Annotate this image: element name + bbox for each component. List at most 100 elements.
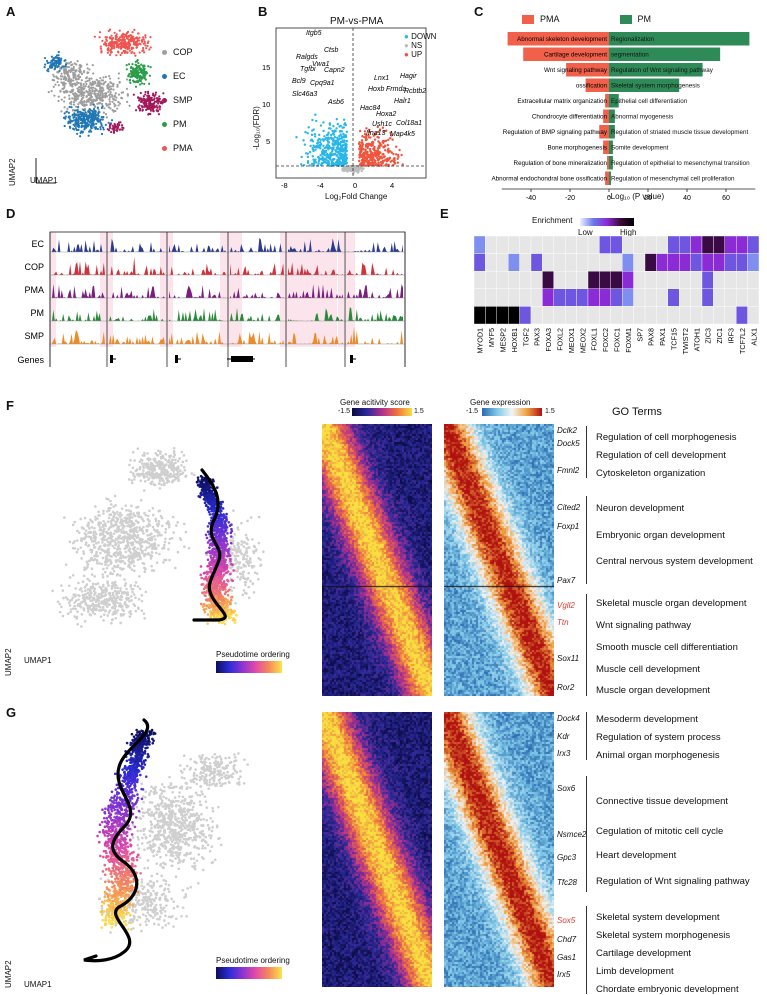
umap-cell (64, 82, 67, 85)
umap-cell (90, 550, 93, 554)
umap-cell (176, 469, 179, 472)
umap-cell (135, 69, 138, 72)
umap-cell (64, 563, 68, 566)
umap-cell (162, 465, 166, 469)
volcano-point-down (345, 139, 348, 143)
umap-cell (132, 512, 135, 515)
heatmap-column-label: ATOH1 (692, 328, 701, 351)
volcano-point-up (368, 130, 371, 134)
umap-cell (109, 92, 112, 96)
umap-cell (81, 580, 85, 583)
umap-cell (86, 79, 89, 82)
umap-cell (166, 479, 169, 482)
umap-cell (74, 607, 77, 611)
volcano-point-down (304, 152, 308, 155)
umap-cell (154, 451, 158, 455)
umap-cell (108, 100, 112, 103)
umap-cell (127, 45, 130, 48)
umap-cell (119, 587, 122, 590)
umap-cell (64, 77, 67, 80)
pseudotime-cell (199, 602, 203, 606)
umap-cell (64, 63, 68, 66)
umap-cell (148, 48, 151, 51)
umap-cell (111, 109, 114, 112)
umap-cell (146, 452, 149, 455)
pseudotime-cell (230, 527, 233, 531)
go-bar-pm (609, 32, 750, 46)
umap-cell (159, 450, 162, 453)
volcano-point-down (295, 136, 298, 139)
umap-cell (89, 538, 93, 541)
heatmap-column-label: FOXM1 (624, 328, 633, 353)
umap-cell (79, 135, 82, 138)
umap-cell (139, 79, 142, 83)
go-bar-pma (566, 63, 609, 77)
umap-cell (143, 40, 146, 43)
volcano-gene-label: Asb6 (327, 99, 344, 106)
umap-cell (126, 517, 129, 520)
umap-cell (88, 68, 91, 71)
umap-cell (69, 610, 72, 614)
umap-cell (142, 525, 145, 529)
umap-cell (145, 108, 148, 111)
umap-cell (244, 583, 247, 587)
volcano-point-down (338, 137, 341, 140)
umap-cell (237, 545, 240, 549)
volcano-point-up (386, 143, 390, 147)
volcano-point-up (387, 138, 390, 142)
umap-cell (173, 475, 177, 479)
umap-cell (117, 546, 120, 550)
umap-cell (69, 101, 73, 104)
umap-cell (247, 585, 250, 589)
volcano-point-up (373, 153, 376, 156)
umap-cell (73, 97, 76, 100)
umap-cell (133, 534, 137, 537)
volcano-point-down (300, 163, 303, 166)
heatmap-cell (473, 236, 486, 254)
heatmap-cell (599, 271, 612, 290)
legend-label: PMA (540, 14, 560, 24)
umap-cell (69, 70, 72, 73)
umap-cell (146, 94, 149, 97)
volcano-point-ns (342, 167, 346, 171)
umap-cell (138, 467, 142, 471)
heatmap-cell (530, 236, 543, 254)
umap-cell (172, 451, 176, 455)
umap-cell (131, 587, 135, 591)
heatmap-cell (656, 271, 668, 290)
umap-cell (133, 549, 137, 553)
umap-cell (97, 597, 100, 600)
umap-cell (77, 531, 81, 534)
umap-cell (112, 552, 116, 556)
umap-cell (109, 503, 113, 506)
coverage-track (347, 326, 403, 344)
volcano-gene-label: Hagir (400, 73, 417, 80)
umap-cell (59, 90, 62, 93)
volcano-point-down (329, 133, 333, 137)
volcano-gene-label: Halr1 (394, 98, 411, 105)
volcano-gene-label: Frmda (386, 86, 406, 93)
umap-cell (47, 67, 50, 71)
umap-cell (93, 545, 97, 549)
umap-cell (71, 573, 75, 577)
volcano-point-up (367, 133, 370, 137)
umap-cell (60, 66, 63, 69)
umap-cell (139, 557, 142, 561)
umap-cell (54, 64, 57, 67)
go-bar-xtick: 20 (644, 195, 652, 202)
umap-cell (242, 570, 246, 574)
umap-cell (90, 126, 93, 130)
volcano-ytick: 15 (262, 63, 270, 72)
umap-cell (122, 609, 125, 613)
umap-cell (117, 77, 120, 80)
umap-cell (90, 84, 93, 87)
umap-cell (116, 517, 119, 521)
umap-cell (51, 63, 54, 66)
volcano-point-down (339, 156, 342, 159)
umap-cell (98, 36, 101, 39)
pseudotime-cell (229, 541, 233, 545)
umap-cell (68, 97, 71, 101)
umap-cell (60, 78, 63, 81)
volcano-point-down (321, 150, 324, 153)
umap-cell (76, 89, 80, 93)
